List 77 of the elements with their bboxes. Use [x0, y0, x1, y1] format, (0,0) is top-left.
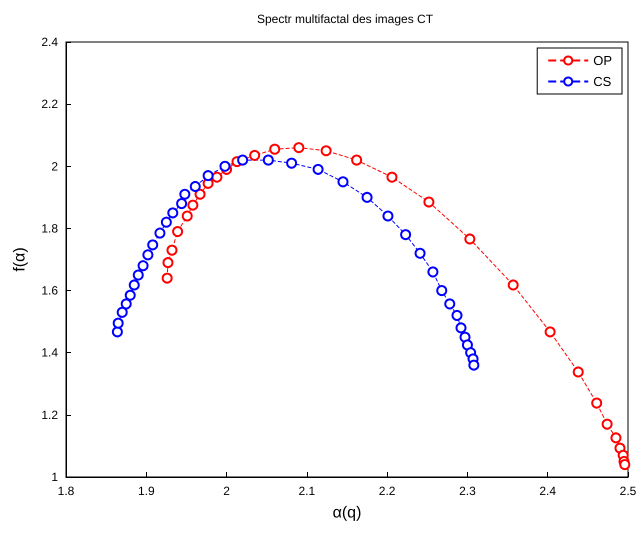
y-tick-label: 2.4 [41, 35, 58, 49]
x-tick-label: 2.1 [298, 484, 316, 498]
point [444, 298, 456, 310]
x-tick-label: 2.3 [459, 484, 476, 498]
point [293, 142, 304, 154]
point [619, 459, 630, 470]
point [320, 145, 332, 156]
point [194, 188, 206, 200]
point [249, 150, 260, 161]
point [138, 260, 149, 272]
point [124, 290, 136, 301]
point [262, 154, 274, 166]
point [386, 172, 398, 183]
x-tick-label: 2.4 [539, 484, 556, 498]
point [423, 196, 434, 208]
point [414, 248, 426, 259]
point [116, 306, 128, 318]
point [112, 326, 123, 338]
point [508, 279, 519, 290]
point [147, 239, 158, 250]
point [190, 180, 201, 192]
point [172, 226, 184, 238]
point [128, 279, 140, 290]
point [219, 160, 230, 172]
x-tick-label: 2 [223, 484, 230, 498]
y-tick-label: 1.6 [41, 284, 58, 298]
point [182, 210, 193, 222]
point [362, 192, 373, 203]
point [468, 360, 480, 371]
legend-label: OP [593, 53, 612, 68]
y-axis-title: f(α) [12, 247, 28, 272]
x-axis-title: α(q) [332, 504, 362, 522]
point [132, 270, 144, 281]
point [286, 158, 298, 169]
point [602, 418, 613, 430]
y-tick-label: 1.8 [41, 221, 58, 236]
chart-title: Spectr multifactal des images CT [256, 12, 434, 26]
point [382, 210, 394, 222]
point [167, 207, 178, 218]
point [456, 322, 467, 334]
y-tick-label: 2.2 [41, 97, 58, 112]
x-tick-label: 1.9 [138, 484, 155, 498]
point [112, 318, 124, 329]
point [400, 229, 412, 240]
point [269, 144, 280, 155]
point [462, 339, 473, 350]
point [120, 298, 132, 310]
point [179, 188, 190, 200]
point [160, 216, 172, 228]
point [154, 228, 166, 239]
x-tick-label: 2.2 [378, 484, 396, 498]
point [142, 249, 154, 260]
point [312, 164, 324, 175]
point [591, 398, 602, 409]
point [436, 285, 448, 296]
legend-label: CS [593, 74, 612, 89]
point [544, 326, 556, 338]
y-tick-label: 2 [51, 159, 58, 174]
point [237, 154, 248, 166]
x-tick-label: 2.5 [620, 484, 637, 498]
y-tick-label: 1.2 [41, 408, 58, 422]
point [351, 154, 362, 166]
point [211, 172, 222, 183]
point [427, 266, 438, 278]
point [187, 200, 198, 211]
y-tick-label: 1 [51, 470, 58, 484]
point [610, 432, 622, 444]
point [162, 272, 173, 284]
point [452, 310, 462, 321]
point [166, 244, 178, 256]
point [337, 176, 348, 188]
point [202, 170, 214, 182]
point [162, 257, 174, 268]
y-tick-label: 1.4 [41, 346, 58, 360]
point [464, 233, 476, 244]
point [176, 198, 188, 210]
point [572, 366, 584, 378]
